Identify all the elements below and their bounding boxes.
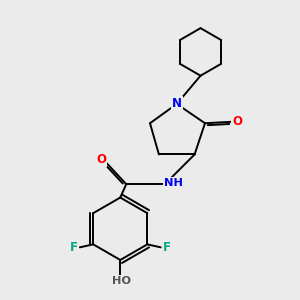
Text: HO: HO	[112, 276, 131, 286]
Text: O: O	[232, 115, 242, 128]
Text: F: F	[70, 241, 78, 254]
Text: O: O	[97, 153, 106, 166]
Text: NH: NH	[164, 178, 183, 188]
Text: N: N	[172, 98, 182, 110]
Text: F: F	[163, 241, 171, 254]
